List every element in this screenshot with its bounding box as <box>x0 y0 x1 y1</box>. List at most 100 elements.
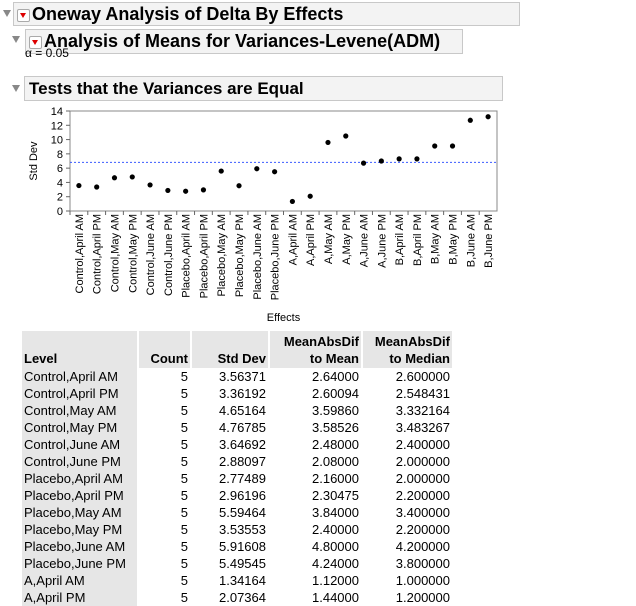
count-cell: 5 <box>180 386 188 401</box>
data-point <box>449 143 456 149</box>
x-tick-label: Placebo,April PM <box>198 214 210 298</box>
data-point <box>360 160 367 166</box>
data-point <box>111 175 118 181</box>
mad-median-cell: 3.332164 <box>395 403 450 418</box>
mad-median-cell: 3.400000 <box>395 505 450 520</box>
column-header[interactable]: Level <box>22 331 137 368</box>
data-point <box>147 182 153 188</box>
level-cell: Placebo,June PM <box>22 555 137 572</box>
std-dev-cell: 3.53553 <box>219 522 266 537</box>
plot-frame <box>69 110 498 212</box>
level-cell: Placebo,May PM <box>22 521 137 538</box>
x-tick-label: Placebo,April AM <box>181 214 193 298</box>
column-header[interactable]: MeanAbsDif to Median <box>363 331 452 368</box>
level-cell: Placebo,June AM <box>22 538 137 555</box>
x-tick-label: B,June AM <box>465 214 477 267</box>
mad-median-cell: 2.000000 <box>395 454 450 469</box>
x-tick-label: A,April AM <box>287 214 299 265</box>
column-header[interactable]: MeanAbsDif to Mean <box>270 331 361 368</box>
table-row: Control,June AM 5 3.64692 2.48000 2.400000 <box>22 436 452 453</box>
data-point <box>76 182 82 189</box>
disclosure-triangle-icon[interactable] <box>3 10 11 17</box>
std-dev-cell: 4.65164 <box>219 403 266 418</box>
mad-mean-cell: 3.58526 <box>312 420 359 435</box>
mad-mean-cell: 3.84000 <box>312 505 359 520</box>
y-tick-label: 6 <box>57 163 63 175</box>
table-row: Placebo,April PM 5 2.96196 2.30475 2.200000 <box>22 487 452 504</box>
header-line1: MeanAbsDif <box>374 334 450 349</box>
std-dev-cell: 3.64692 <box>219 437 266 452</box>
count-cell: 5 <box>180 369 188 384</box>
x-tick-label: B,May AM <box>430 214 442 264</box>
data-point <box>343 133 349 139</box>
level-cell: A,April AM <box>22 572 137 589</box>
header-line2: Count <box>150 351 188 366</box>
mad-median-cell: 3.483267 <box>395 420 450 435</box>
count-cell: 5 <box>180 505 188 520</box>
level-cell: Control,May AM <box>22 402 137 419</box>
mad-median-cell: 4.200000 <box>395 539 450 554</box>
header-line1: MeanAbsDif <box>283 334 359 349</box>
data-point <box>485 114 491 120</box>
count-cell: 5 <box>180 539 188 554</box>
table-row: Placebo,June PM 5 5.49545 4.24000 3.800000 <box>22 555 452 572</box>
x-axis-label: Effects <box>267 312 301 324</box>
mad-mean-cell: 2.64000 <box>312 369 359 384</box>
data-point <box>432 143 438 149</box>
count-cell: 5 <box>180 420 188 435</box>
x-tick-label: Control,June AM <box>145 214 157 295</box>
data-point <box>183 188 189 194</box>
disclosure-triangle-icon[interactable] <box>12 85 20 92</box>
table-row: Control,April AM 5 3.56371 2.64000 2.600000 <box>22 368 452 385</box>
mad-median-cell: 2.548431 <box>395 386 450 401</box>
y-tick-label: 14 <box>51 106 63 118</box>
tests-variances-header[interactable]: Tests that the Variances are Equal <box>24 76 503 101</box>
header-line2: to Median <box>389 351 450 366</box>
anom-title: Analysis of Means for Variances-Levene(A… <box>44 31 441 51</box>
std-dev-cell: 2.77489 <box>219 471 266 486</box>
mad-median-cell: 2.600000 <box>395 369 450 384</box>
y-tick-label: 10 <box>51 135 63 147</box>
header-line2: to Mean <box>309 351 359 366</box>
x-tick-label: A,May AM <box>323 214 335 264</box>
variance-table: Level Count Std Dev MeanAbsDif to Mean Mean… <box>20 331 454 606</box>
count-cell: 5 <box>180 522 188 537</box>
mad-median-cell: 2.200000 <box>395 488 450 503</box>
data-point <box>165 187 171 194</box>
red-triangle-menu-icon[interactable] <box>29 35 42 49</box>
mad-mean-cell: 2.60094 <box>312 386 359 401</box>
header-line1 <box>24 333 135 350</box>
y-tick-label: 4 <box>57 177 63 189</box>
mad-median-cell: 3.800000 <box>395 556 450 571</box>
data-point <box>254 166 260 172</box>
column-header[interactable]: Std Dev <box>192 331 268 368</box>
std-dev-cell: 5.59464 <box>219 505 266 520</box>
std-dev-cell: 2.96196 <box>219 488 266 503</box>
table-row: Placebo,June AM 5 5.91608 4.80000 4.200000 <box>22 538 452 555</box>
x-tick-label: Placebo,June AM <box>252 214 264 300</box>
data-point <box>414 156 420 162</box>
anom-variances-header[interactable]: Analysis of Means for Variances-Levene(A… <box>25 29 463 54</box>
y-tick-label: 2 <box>57 192 63 204</box>
x-tick-label: A,April PM <box>305 214 317 266</box>
data-point <box>94 184 100 190</box>
mad-median-cell: 2.000000 <box>395 471 450 486</box>
data-point <box>236 183 242 189</box>
alpha-label: α = 0.05 <box>25 46 69 60</box>
oneway-analysis-header[interactable]: Oneway Analysis of Delta By Effects <box>13 2 520 26</box>
x-tick-label: Placebo,May PM <box>234 214 246 297</box>
table-row: Control,May PM 5 4.76785 3.58526 3.483267 <box>22 419 452 436</box>
count-cell: 5 <box>180 437 188 452</box>
disclosure-triangle-icon[interactable] <box>12 36 20 43</box>
red-triangle-menu-icon[interactable] <box>17 8 30 22</box>
data-point <box>467 117 473 123</box>
std-dev-cell: 4.76785 <box>219 420 266 435</box>
level-cell: Control,June AM <box>22 436 137 453</box>
header-line2: Std Dev <box>217 351 266 366</box>
std-dev-cell: 5.91608 <box>219 539 266 554</box>
data-point <box>200 187 207 193</box>
std-dev-cell: 3.56371 <box>219 369 266 384</box>
mad-mean-cell: 3.59860 <box>312 403 359 418</box>
std-dev-cell: 1.34164 <box>219 573 266 588</box>
column-header[interactable]: Count <box>139 331 190 368</box>
